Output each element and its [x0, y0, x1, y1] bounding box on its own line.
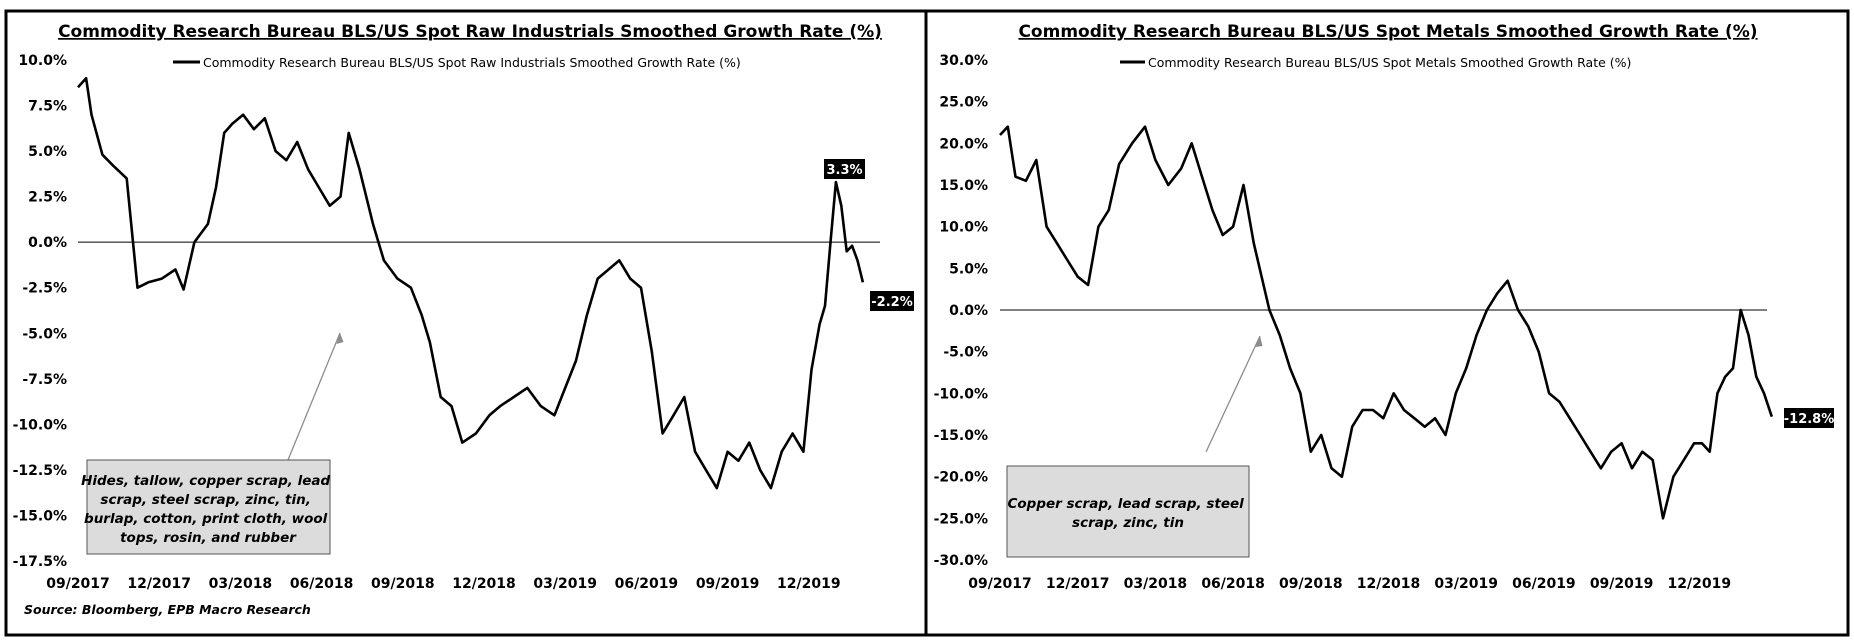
- left-chart-title: Commodity Research Bureau BLS/US Spot Ra…: [58, 22, 882, 42]
- right-callout-arrowhead: [1255, 336, 1263, 347]
- right-y-tick-label: -25.0%: [934, 511, 988, 527]
- right-y-tick-label: 30.0%: [939, 53, 988, 69]
- right-x-tick-label: 12/2019: [1668, 576, 1732, 592]
- right-legend-label: Commodity Research Bureau BLS/US Spot Me…: [1148, 55, 1631, 70]
- left-callout-arrowhead: [336, 333, 344, 344]
- right-y-tick-label: 20.0%: [939, 136, 988, 152]
- right-x-tick-label: 09/2018: [1279, 576, 1343, 592]
- left-y-tick-label: -15.0%: [13, 508, 67, 524]
- right-y-tick-label: 15.0%: [939, 178, 988, 194]
- right-y-tick-label: 10.0%: [939, 220, 988, 236]
- left-x-tick-label: 12/2018: [452, 576, 516, 592]
- right-x-tick-label: 03/2019: [1434, 576, 1498, 592]
- svg-text:3.3%: 3.3%: [826, 163, 862, 178]
- svg-text:-2.2%: -2.2%: [871, 295, 912, 310]
- right-y-tick-label: -5.0%: [943, 345, 988, 361]
- right-y-tick-label: -30.0%: [934, 553, 988, 569]
- left-x-tick-label: 03/2018: [209, 576, 273, 592]
- right-x-tick-label: 06/2019: [1512, 576, 1576, 592]
- right-x-tick-label: 12/2018: [1357, 576, 1421, 592]
- left-y-tick-label: -7.5%: [22, 372, 67, 388]
- right-y-tick-label: -20.0%: [934, 470, 988, 486]
- right-y-tick-label: 25.0%: [939, 95, 988, 111]
- left-series-line: [77, 76, 865, 490]
- left-y-axis: 10.0% 7.5% 5.0% 2.5% 0.0% -2.5% -5.0% -7.5% -10.…: [13, 53, 67, 570]
- right-y-tick-label: -15.0%: [934, 428, 988, 444]
- source-note: Source: Bloomberg, EPB Macro Research: [24, 602, 311, 617]
- left-callout-box: [86, 459, 331, 555]
- left-y-tick-label: -10.0%: [13, 417, 67, 433]
- right-end-label: -12.8%: [1784, 408, 1835, 428]
- left-y-tick-label: 5.0%: [28, 144, 67, 160]
- right-x-tick-label: 09/2017: [968, 576, 1032, 592]
- left-x-tick-label: 12/2017: [127, 576, 191, 592]
- left-y-tick-label: -17.5%: [13, 554, 67, 570]
- left-y-tick-label: 10.0%: [18, 53, 67, 69]
- left-x-tick-label: 09/2017: [46, 576, 110, 592]
- right-series-line: [999, 125, 1774, 520]
- left-x-tick-label: 12/2019: [777, 576, 841, 592]
- right-y-tick-label: 5.0%: [949, 261, 988, 277]
- right-y-tick-label: -10.0%: [934, 386, 988, 402]
- right-callout-box: [1006, 465, 1250, 558]
- right-x-tick-label: 09/2019: [1590, 576, 1654, 592]
- left-x-tick-label: 09/2018: [371, 576, 435, 592]
- left-peak-label: 3.3%: [824, 159, 865, 179]
- left-y-tick-label: 2.5%: [28, 190, 67, 206]
- left-legend-label: Commodity Research Bureau BLS/US Spot Ra…: [203, 55, 741, 70]
- left-y-tick-label: 0.0%: [28, 235, 67, 251]
- right-x-tick-label: 06/2018: [1201, 576, 1265, 592]
- left-x-axis: 09/2017 12/2017 03/2018 06/2018 09/2018 12/20…: [46, 576, 840, 592]
- left-x-tick-label: 09/2019: [696, 576, 760, 592]
- right-x-axis: 09/2017 12/2017 03/2018 06/2018 09/2018 12/20…: [968, 576, 1731, 592]
- left-x-tick-label: 06/2018: [290, 576, 354, 592]
- left-y-tick-label: -2.5%: [22, 281, 67, 297]
- left-callout-arrow: [287, 332, 341, 461]
- left-x-tick-label: 03/2019: [533, 576, 597, 592]
- right-chart-panel: Commodity Research Bureau BLS/US Spot Me…: [934, 22, 1835, 592]
- left-chart-panel: Commodity Research Bureau BLS/US Spot Ra…: [13, 22, 914, 617]
- svg-text:-12.8%: -12.8%: [1784, 412, 1835, 427]
- right-callout-text: Copper scrap, lead scrap, steel scrap, z…: [1007, 496, 1248, 531]
- left-y-tick-label: 7.5%: [28, 99, 67, 115]
- left-x-tick-label: 06/2019: [615, 576, 679, 592]
- right-y-axis: 30.0% 25.0% 20.0% 15.0% 10.0% 5.0% 0.0% -5.0% -1…: [934, 53, 988, 569]
- left-y-tick-label: -12.5%: [13, 463, 67, 479]
- left-y-tick-label: -5.0%: [22, 326, 67, 342]
- left-callout-text: Hides, tallow, copper scrap, lead scrap,…: [81, 473, 335, 546]
- right-x-tick-label: 12/2017: [1046, 576, 1110, 592]
- right-callout-arrow: [1205, 335, 1261, 453]
- right-x-tick-label: 03/2018: [1124, 576, 1188, 592]
- left-end-label: -2.2%: [870, 291, 914, 311]
- right-y-tick-label: 0.0%: [949, 303, 988, 319]
- right-chart-title: Commodity Research Bureau BLS/US Spot Me…: [1018, 22, 1757, 42]
